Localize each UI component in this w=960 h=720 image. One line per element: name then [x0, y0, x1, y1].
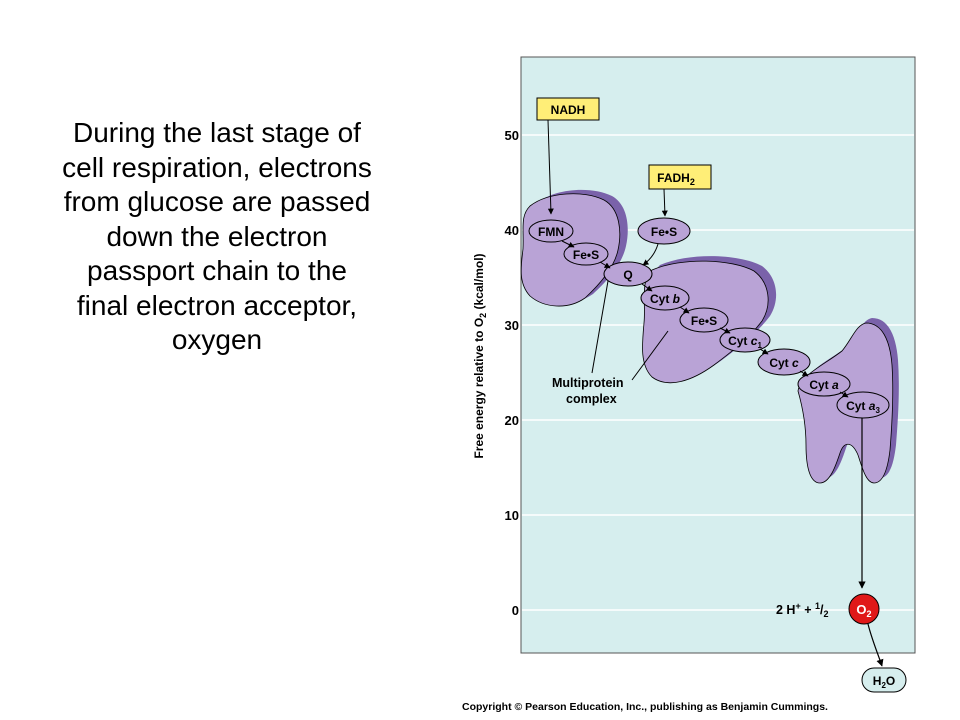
- nadh-box: [536, 97, 600, 121]
- carrier-fes-1: [563, 242, 609, 266]
- y-tick-label: 20: [505, 413, 519, 428]
- fadh2-box: [648, 164, 712, 190]
- carrier-fes-fad-label: Fe•S: [651, 225, 677, 239]
- carrier-fmn: [528, 219, 574, 243]
- carrier-cyt-a: [797, 371, 851, 397]
- y-tick-label: 0: [512, 603, 519, 618]
- carrier-fes-fad: [637, 217, 691, 245]
- water-arrow: [867, 623, 884, 667]
- pointer-line: [591, 280, 609, 374]
- complex-label: complex: [566, 392, 617, 406]
- y-axis-title: Free energy relative to O2 (kcal/mol): [472, 253, 488, 458]
- copyright-notice: Copyright © Pearson Education, Inc., pub…: [462, 701, 828, 713]
- carrier-cyt-c: [757, 348, 811, 376]
- text-line: down the electron: [106, 220, 328, 252]
- fadh2-arrow: [661, 188, 668, 217]
- text-line: final electron acceptor,: [76, 289, 358, 321]
- carrier-fmn-label: FMN: [538, 225, 564, 239]
- carrier-q-label: Q: [623, 268, 632, 282]
- carrier-cyt-c1: [719, 327, 771, 353]
- y-tick-label: 50: [505, 128, 519, 143]
- carrier-cyt-a-label: Cyt a: [809, 378, 839, 392]
- text-line: During the last stage of: [73, 117, 361, 148]
- text-line: passport chain to the: [87, 255, 347, 286]
- text-line: from glucose are passed: [63, 186, 371, 217]
- fadh2-label: FADH2: [657, 171, 695, 187]
- carrier-cyt-b-label: Cyt b: [650, 292, 680, 306]
- multiprotein-label: Multiprotein: [552, 376, 624, 390]
- nadh-label: NADH: [551, 103, 586, 117]
- pointer-line: [631, 330, 669, 381]
- oxygen-circle: [848, 593, 880, 625]
- carrier-cyt-c-label: Cyt c: [769, 356, 799, 370]
- oxygen-label: O2: [856, 602, 871, 619]
- reaction-label: 2 H+ + 1/2: [776, 601, 828, 619]
- carrier-cyt-a3: [836, 391, 890, 419]
- carrier-q: [603, 261, 653, 287]
- text-line: cell respiration, electrons: [62, 151, 372, 183]
- carrier-fes-2: [679, 307, 729, 333]
- carrier-fes-2-label: Fe•S: [691, 314, 717, 328]
- water-badge: [861, 667, 907, 693]
- carrier-cyt-b: [640, 285, 690, 311]
- text-line: oxygen: [171, 324, 263, 355]
- y-tick-label: 40: [505, 223, 519, 238]
- water-label: H2O: [873, 674, 895, 690]
- carrier-fes-1-label: Fe•S: [573, 248, 599, 262]
- slide-text: During the last stage of cell respiratio…: [8, 116, 426, 358]
- nadh-arrow: [547, 119, 554, 215]
- carrier-cyt-a3-label: Cyt a3: [846, 399, 880, 415]
- y-tick-label: 30: [505, 318, 519, 333]
- y-tick-label: 10: [505, 508, 519, 523]
- carrier-cyt-c1-label: Cyt c1: [728, 334, 762, 350]
- electron-flow-arrows: [561, 240, 849, 398]
